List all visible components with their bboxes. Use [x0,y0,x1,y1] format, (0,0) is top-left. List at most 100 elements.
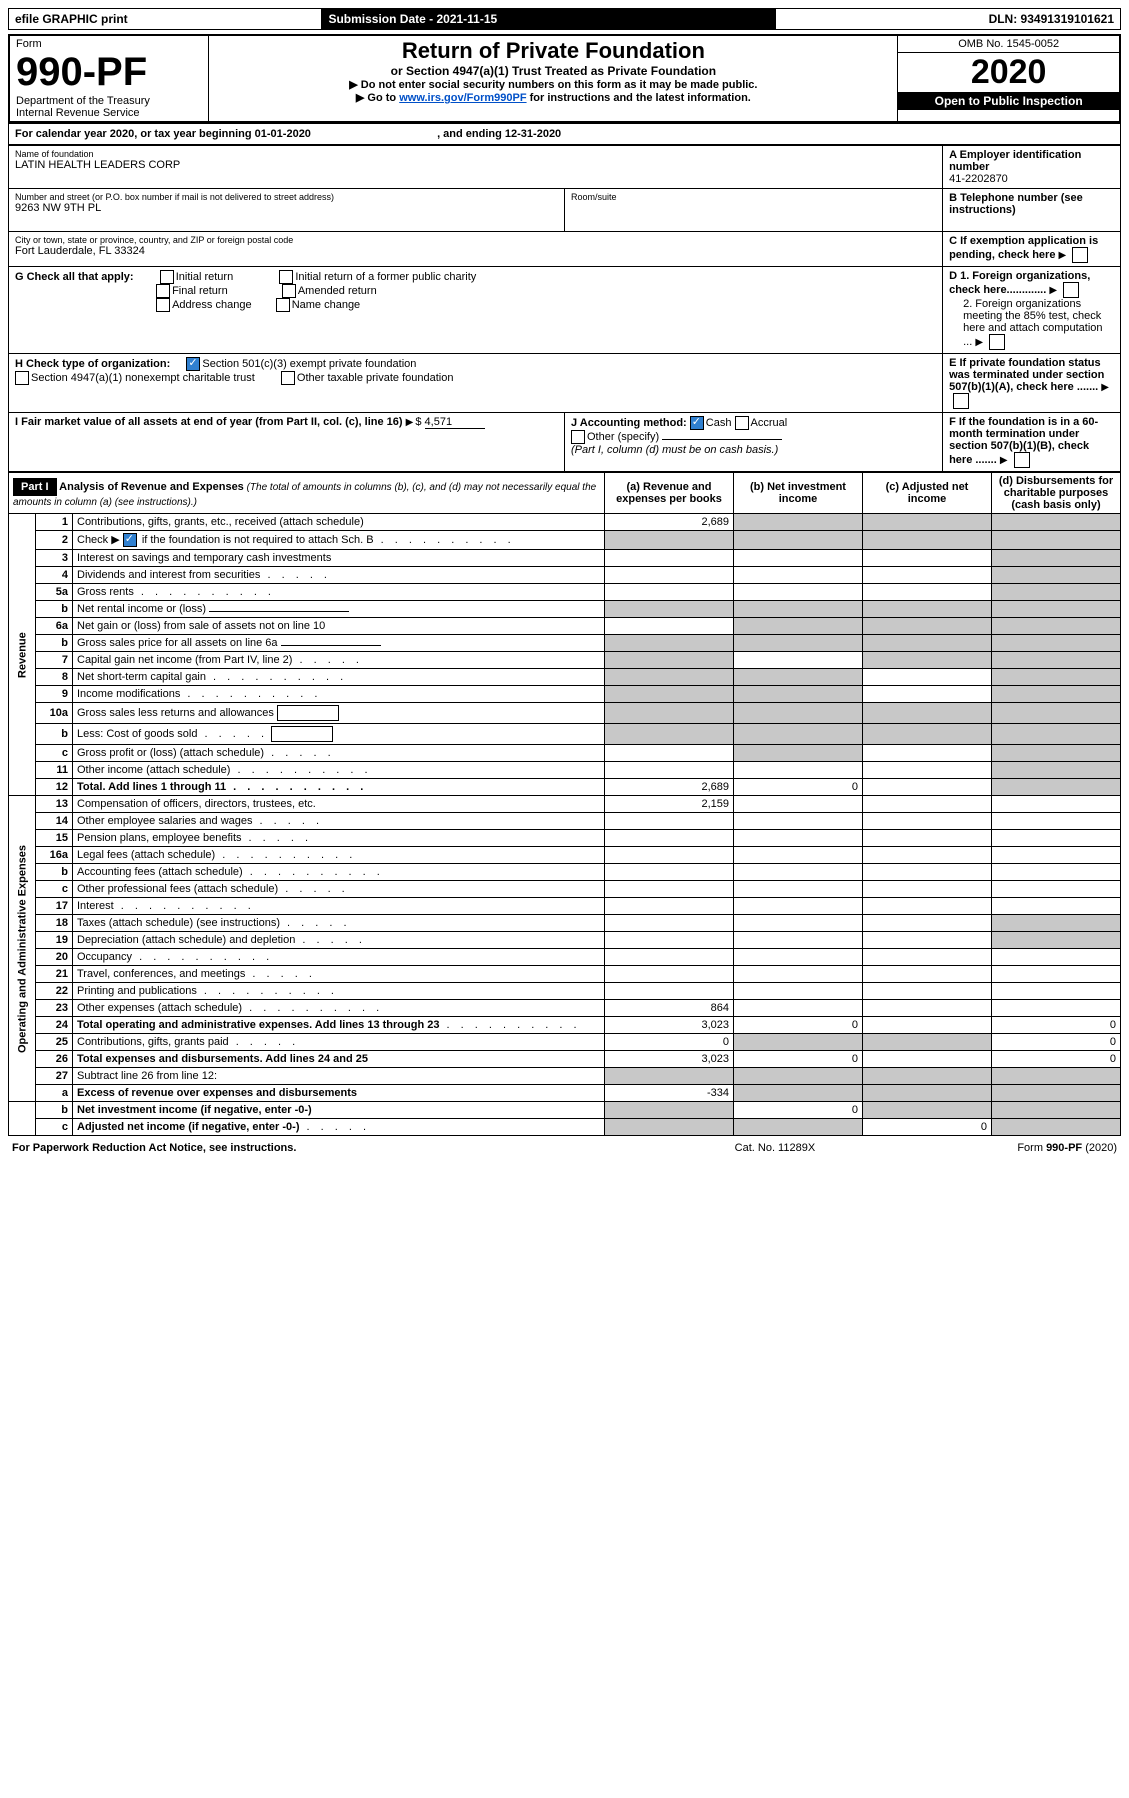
sch-b-checkbox[interactable] [123,533,137,547]
amt-d: 0 [992,1051,1121,1068]
line-no: 26 [36,1051,73,1068]
foundation-name: LATIN HEALTH LEADERS CORP [15,159,936,171]
ein-label: A Employer identification number [949,149,1114,173]
instr-post: for instructions and the latest informat… [527,92,751,104]
desc-text: Printing and publications [77,985,197,997]
e-label: E If private foundation status was termi… [949,357,1104,393]
form-word: Form [16,38,202,50]
j-label: J Accounting method: [571,417,687,429]
gross-sales-input[interactable] [281,645,381,646]
cash-checkbox[interactable] [690,416,704,430]
line-desc: Interest [73,898,605,915]
amt-a: 3,023 [605,1051,734,1068]
desc-text: Gross sales price for all assets on line… [77,637,278,649]
line-desc: Other professional fees (attach schedule… [73,881,605,898]
form-title: Return of Private Foundation [215,38,891,64]
amt-a: 2,159 [605,796,734,813]
initial-return-public-checkbox[interactable] [279,270,293,284]
line-desc: Gross sales less returns and allowances [73,703,605,724]
line-desc: Subtract line 26 from line 12: [73,1068,605,1085]
arrow-icon [1101,381,1111,393]
irs-link[interactable]: www.irs.gov/Form990PF [399,92,526,104]
accrual-checkbox[interactable] [735,416,749,430]
desc-text: Net rental income or (loss) [77,603,206,615]
e-checkbox[interactable] [953,393,969,409]
amt-a: 3,023 [605,1017,734,1034]
desc-post: if the foundation is not required to att… [139,534,374,546]
line-no: 16a [36,847,73,864]
other-method-checkbox[interactable] [571,430,585,444]
arrow-icon [975,336,985,348]
desc-text: Net short-term capital gain [77,671,206,683]
line-desc: Other income (attach schedule) [73,762,605,779]
line-no: b [36,1102,73,1119]
input-box[interactable] [271,726,333,742]
amt-b: 0 [734,1051,863,1068]
line-no: c [36,881,73,898]
dln: DLN: 93491319101621 [775,9,1120,30]
line-desc: Gross rents [73,584,605,601]
h-opt3: Other taxable private foundation [297,372,454,384]
address-change-checkbox[interactable] [156,298,170,312]
desc-text: Capital gain net income (from Part IV, l… [77,654,292,666]
g-opt-4: Amended return [298,285,377,297]
net-rental-input[interactable] [209,611,349,612]
desc-text: Taxes (attach schedule) (see instruction… [77,917,280,929]
line-no: 7 [36,652,73,669]
d1-checkbox[interactable] [1063,282,1079,298]
other-taxable-checkbox[interactable] [281,371,295,385]
g-opt-0: Initial return [176,271,233,283]
arrow-icon [1059,249,1069,261]
street-address: 9263 NW 9TH PL [15,202,558,214]
efile-label[interactable]: efile GRAPHIC print [9,9,322,30]
line-desc: Contributions, gifts, grants paid [73,1034,605,1051]
line-desc: Printing and publications [73,983,605,1000]
section-4947-checkbox[interactable] [15,371,29,385]
line-no: 12 [36,779,73,796]
line-no: b [36,635,73,652]
line-no: b [36,864,73,881]
desc-text: Interest [77,900,114,912]
line-no: 1 [36,514,73,531]
line-no: 14 [36,813,73,830]
line-no: 11 [36,762,73,779]
footer-right: Form 990-PF (2020) [876,1140,1121,1156]
section-501c3-checkbox[interactable] [186,357,200,371]
final-return-checkbox[interactable] [156,284,170,298]
city-state-zip: Fort Lauderdale, FL 33324 [15,245,936,257]
revenue-side-label: Revenue [9,514,36,796]
line-desc: Other expenses (attach schedule) [73,1000,605,1017]
arrow-icon [406,416,416,428]
line-desc: Travel, conferences, and meetings [73,966,605,983]
line-no: 21 [36,966,73,983]
city-label: City or town, state or province, country… [15,235,936,245]
c-checkbox[interactable] [1072,247,1088,263]
line-no: a [36,1085,73,1102]
instr-pre: ▶ Go to [356,92,399,104]
j-cash: Cash [706,417,732,429]
line-desc: Occupancy [73,949,605,966]
col-a-header: (a) Revenue and expenses per books [605,473,734,514]
top-bar: efile GRAPHIC print Submission Date - 20… [8,8,1121,30]
ein-value: 41-2202870 [949,173,1114,185]
line-desc: Net short-term capital gain [73,669,605,686]
line-no: 15 [36,830,73,847]
col-c-header: (c) Adjusted net income [863,473,992,514]
line-desc: Check ▶ if the foundation is not require… [73,531,605,550]
g-opt-5: Name change [292,299,361,311]
analysis-table: Part I Analysis of Revenue and Expenses … [8,472,1121,1136]
input-box[interactable] [277,705,339,721]
initial-return-checkbox[interactable] [160,270,174,284]
desc-text: Other expenses (attach schedule) [77,1002,242,1014]
line-desc: Net gain or (loss) from sale of assets n… [73,618,605,635]
name-change-checkbox[interactable] [276,298,290,312]
desc-text: Gross sales less returns and allowances [77,707,274,719]
desc-text: Gross rents [77,586,134,598]
line-no: 17 [36,898,73,915]
line-no: 4 [36,567,73,584]
other-specify-input[interactable] [662,439,782,440]
amended-return-checkbox[interactable] [282,284,296,298]
d2-checkbox[interactable] [989,334,1005,350]
f-checkbox[interactable] [1014,452,1030,468]
line-no: 10a [36,703,73,724]
